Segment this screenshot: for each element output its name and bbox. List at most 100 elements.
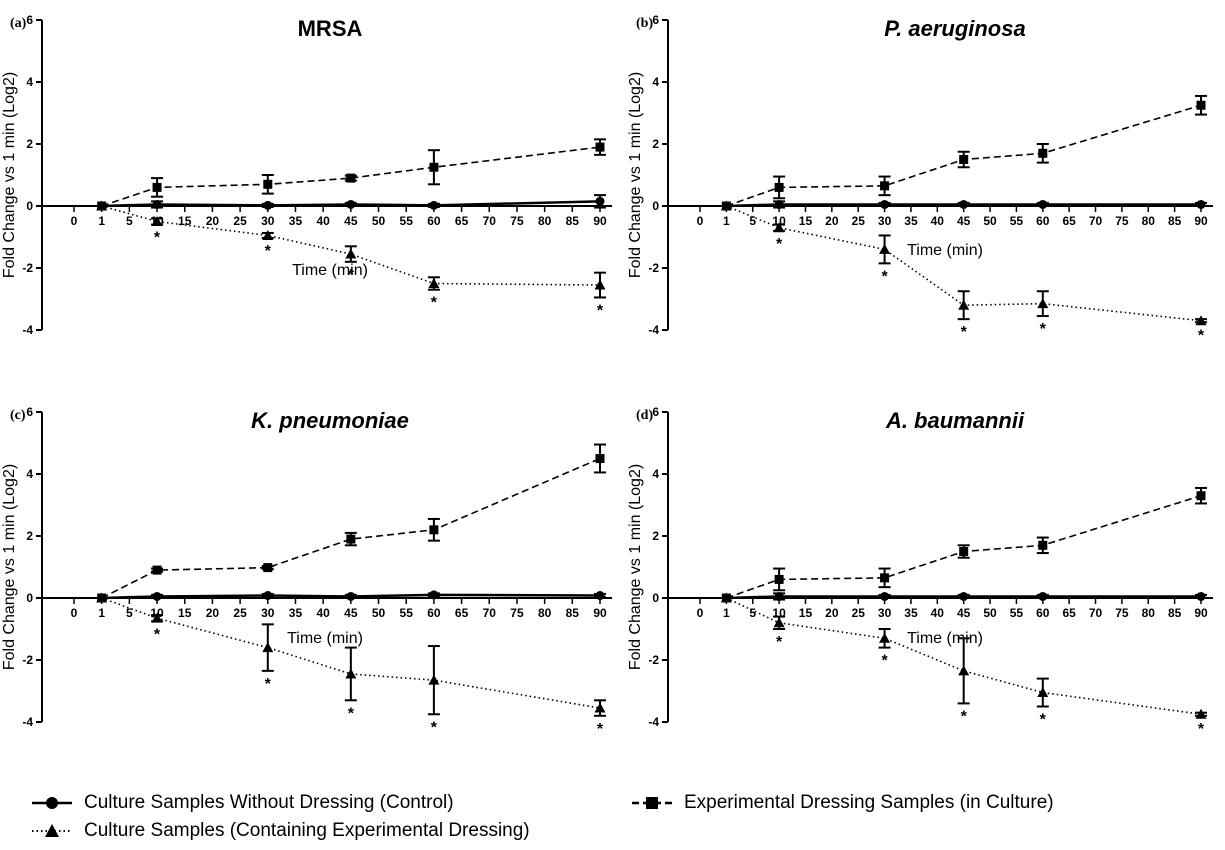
x-tick-label: 1: [723, 214, 730, 228]
y-tick-label: -4: [648, 715, 659, 729]
series-line-triangle: [101, 205, 601, 286]
data-point-triangle: [720, 592, 732, 603]
x-tick-label: 0: [71, 214, 78, 228]
x-tick-label: 65: [1062, 606, 1076, 620]
y-tick-label: 4: [26, 75, 33, 89]
x-tick-label: 75: [1115, 606, 1129, 620]
x-tick-label: 15: [799, 606, 813, 620]
x-tick-label: 55: [1010, 606, 1024, 620]
y-tick-label: 6: [652, 405, 659, 419]
data-point-square: [346, 534, 356, 544]
data-point-square: [774, 574, 784, 584]
legend-item-control: Culture Samples Without Dressing (Contro…: [30, 792, 454, 814]
x-tick-label: 45: [957, 606, 971, 620]
series-line-triangle: [101, 597, 601, 709]
y-axis-label: Fold Change vs 1 min (Log2): [1, 464, 18, 670]
series-line-square: [726, 494, 1202, 599]
y-tick-label: 0: [652, 591, 659, 605]
x-tick-label: 30: [261, 214, 275, 228]
series-line-square: [726, 104, 1202, 207]
series-line-square: [101, 146, 601, 207]
y-tick-label: 4: [652, 467, 659, 481]
significance-asterisk: *: [348, 267, 355, 284]
x-axis-label: Time (min): [907, 630, 983, 647]
y-tick-label: -2: [22, 261, 33, 275]
x-tick-label: 20: [825, 214, 839, 228]
x-tick-label: 25: [233, 606, 247, 620]
y-axis-label: Fold Change vs 1 min (Log2): [627, 72, 644, 278]
panel-letter: (c): [10, 408, 26, 423]
panel-letter: (b): [636, 16, 653, 31]
significance-asterisk: *: [597, 721, 604, 738]
x-tick-label: 55: [400, 214, 414, 228]
data-point-circle: [1038, 591, 1048, 601]
data-point-circle: [774, 199, 784, 209]
chart-title: P. aeruginosa: [884, 16, 1025, 41]
x-tick-label: 0: [697, 606, 704, 620]
legend-swatch-circle: [32, 797, 72, 809]
legend-swatch-triangle: [32, 824, 72, 837]
chart-title: K. pneumoniae: [251, 408, 409, 433]
data-point-square: [774, 182, 784, 192]
x-tick-label: 20: [206, 606, 220, 620]
significance-asterisk: *: [776, 634, 783, 651]
data-point-triangle: [1037, 687, 1049, 698]
x-tick-label: 60: [427, 214, 441, 228]
data-point-square: [152, 182, 162, 192]
x-axis-label: Time (min): [287, 630, 363, 647]
data-point-triangle: [428, 674, 440, 685]
significance-asterisk: *: [881, 653, 888, 670]
legend-item-experimental: Experimental Dressing Samples (in Cultur…: [630, 792, 1054, 814]
x-axis-label: Time (min): [907, 242, 983, 259]
x-tick-label: 0: [697, 214, 704, 228]
x-tick-label: 45: [344, 214, 358, 228]
x-tick-label: 40: [316, 606, 330, 620]
significance-asterisk: *: [1198, 327, 1205, 344]
series-line-circle: [726, 595, 1201, 600]
panel-letter: (d): [636, 408, 653, 423]
significance-asterisk: *: [154, 626, 161, 643]
x-tick-label: 5: [749, 214, 756, 228]
data-point-triangle: [594, 279, 606, 290]
data-point-triangle: [958, 665, 970, 676]
data-point-circle: [1196, 591, 1206, 601]
data-point-square: [152, 565, 162, 575]
data-point-square: [595, 454, 605, 463]
legend-item-containing: Culture Samples (Containing Experimental…: [30, 820, 530, 842]
data-point-triangle: [428, 278, 440, 288]
x-tick-label: 90: [1194, 214, 1208, 228]
y-tick-label: 6: [26, 405, 33, 419]
significance-asterisk: *: [265, 676, 272, 693]
data-point-circle: [774, 591, 784, 601]
significance-asterisk: *: [265, 243, 272, 260]
data-point-square: [880, 573, 890, 583]
significance-asterisk: *: [431, 719, 438, 736]
data-point-triangle: [720, 200, 732, 211]
x-tick-label: 90: [1194, 606, 1208, 620]
data-point-circle: [1196, 199, 1206, 209]
x-tick-label: 80: [1142, 606, 1156, 620]
x-tick-label: 50: [372, 214, 386, 228]
data-point-circle: [959, 591, 969, 601]
data-point-triangle: [96, 200, 108, 211]
data-point-triangle: [262, 229, 274, 240]
x-tick-label: 35: [904, 214, 918, 228]
series-line-circle: [101, 200, 601, 208]
y-tick-label: -2: [648, 261, 659, 275]
x-tick-label: 75: [1115, 214, 1129, 228]
significance-asterisk: *: [1040, 321, 1047, 338]
x-tick-label: 80: [1142, 214, 1156, 228]
data-point-circle: [429, 200, 439, 210]
x-tick-label: 65: [455, 214, 469, 228]
data-point-circle: [263, 591, 273, 601]
significance-asterisk: *: [961, 324, 968, 341]
x-tick-label: 55: [1010, 214, 1024, 228]
data-point-triangle: [1195, 708, 1207, 719]
data-point-triangle: [1195, 315, 1207, 326]
data-point-circle: [1038, 199, 1048, 209]
chart-panel-2: (b) P. aeruginosa -4 -2 0 2 4 6 Fold Change vs 1…: [627, 13, 1213, 344]
x-tick-label: 15: [799, 214, 813, 228]
data-point-triangle: [879, 632, 891, 643]
x-tick-label: 85: [566, 606, 580, 620]
